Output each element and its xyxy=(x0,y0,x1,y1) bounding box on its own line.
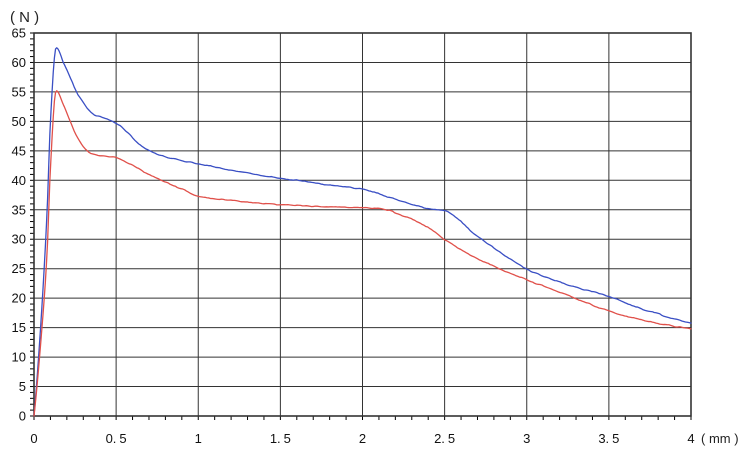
svg-text:( mm ): ( mm ) xyxy=(701,431,739,446)
svg-text:5: 5 xyxy=(19,379,26,394)
svg-text:65: 65 xyxy=(12,26,26,41)
svg-text:2: 2 xyxy=(359,431,366,446)
svg-text:55: 55 xyxy=(12,84,26,99)
svg-text:45: 45 xyxy=(12,143,26,158)
svg-text:40: 40 xyxy=(12,173,26,188)
svg-text:4: 4 xyxy=(687,431,694,446)
svg-text:1.5: 1. 5 xyxy=(270,431,291,446)
svg-text:35: 35 xyxy=(12,202,26,217)
svg-text:60: 60 xyxy=(12,55,26,70)
svg-text:20: 20 xyxy=(12,291,26,306)
svg-text:50: 50 xyxy=(12,114,26,129)
svg-text:3: 3 xyxy=(523,431,530,446)
svg-text:15: 15 xyxy=(12,320,26,335)
svg-text:( N ): ( N ) xyxy=(10,9,39,26)
svg-text:25: 25 xyxy=(12,261,26,276)
svg-text:10: 10 xyxy=(12,350,26,365)
svg-text:0.5: 0. 5 xyxy=(106,431,127,446)
svg-text:30: 30 xyxy=(12,232,26,247)
svg-text:3.5: 3. 5 xyxy=(598,431,619,446)
svg-text:0: 0 xyxy=(19,409,26,424)
svg-text:1: 1 xyxy=(195,431,202,446)
svg-text:2.5: 2. 5 xyxy=(434,431,455,446)
svg-text:0: 0 xyxy=(30,431,37,446)
